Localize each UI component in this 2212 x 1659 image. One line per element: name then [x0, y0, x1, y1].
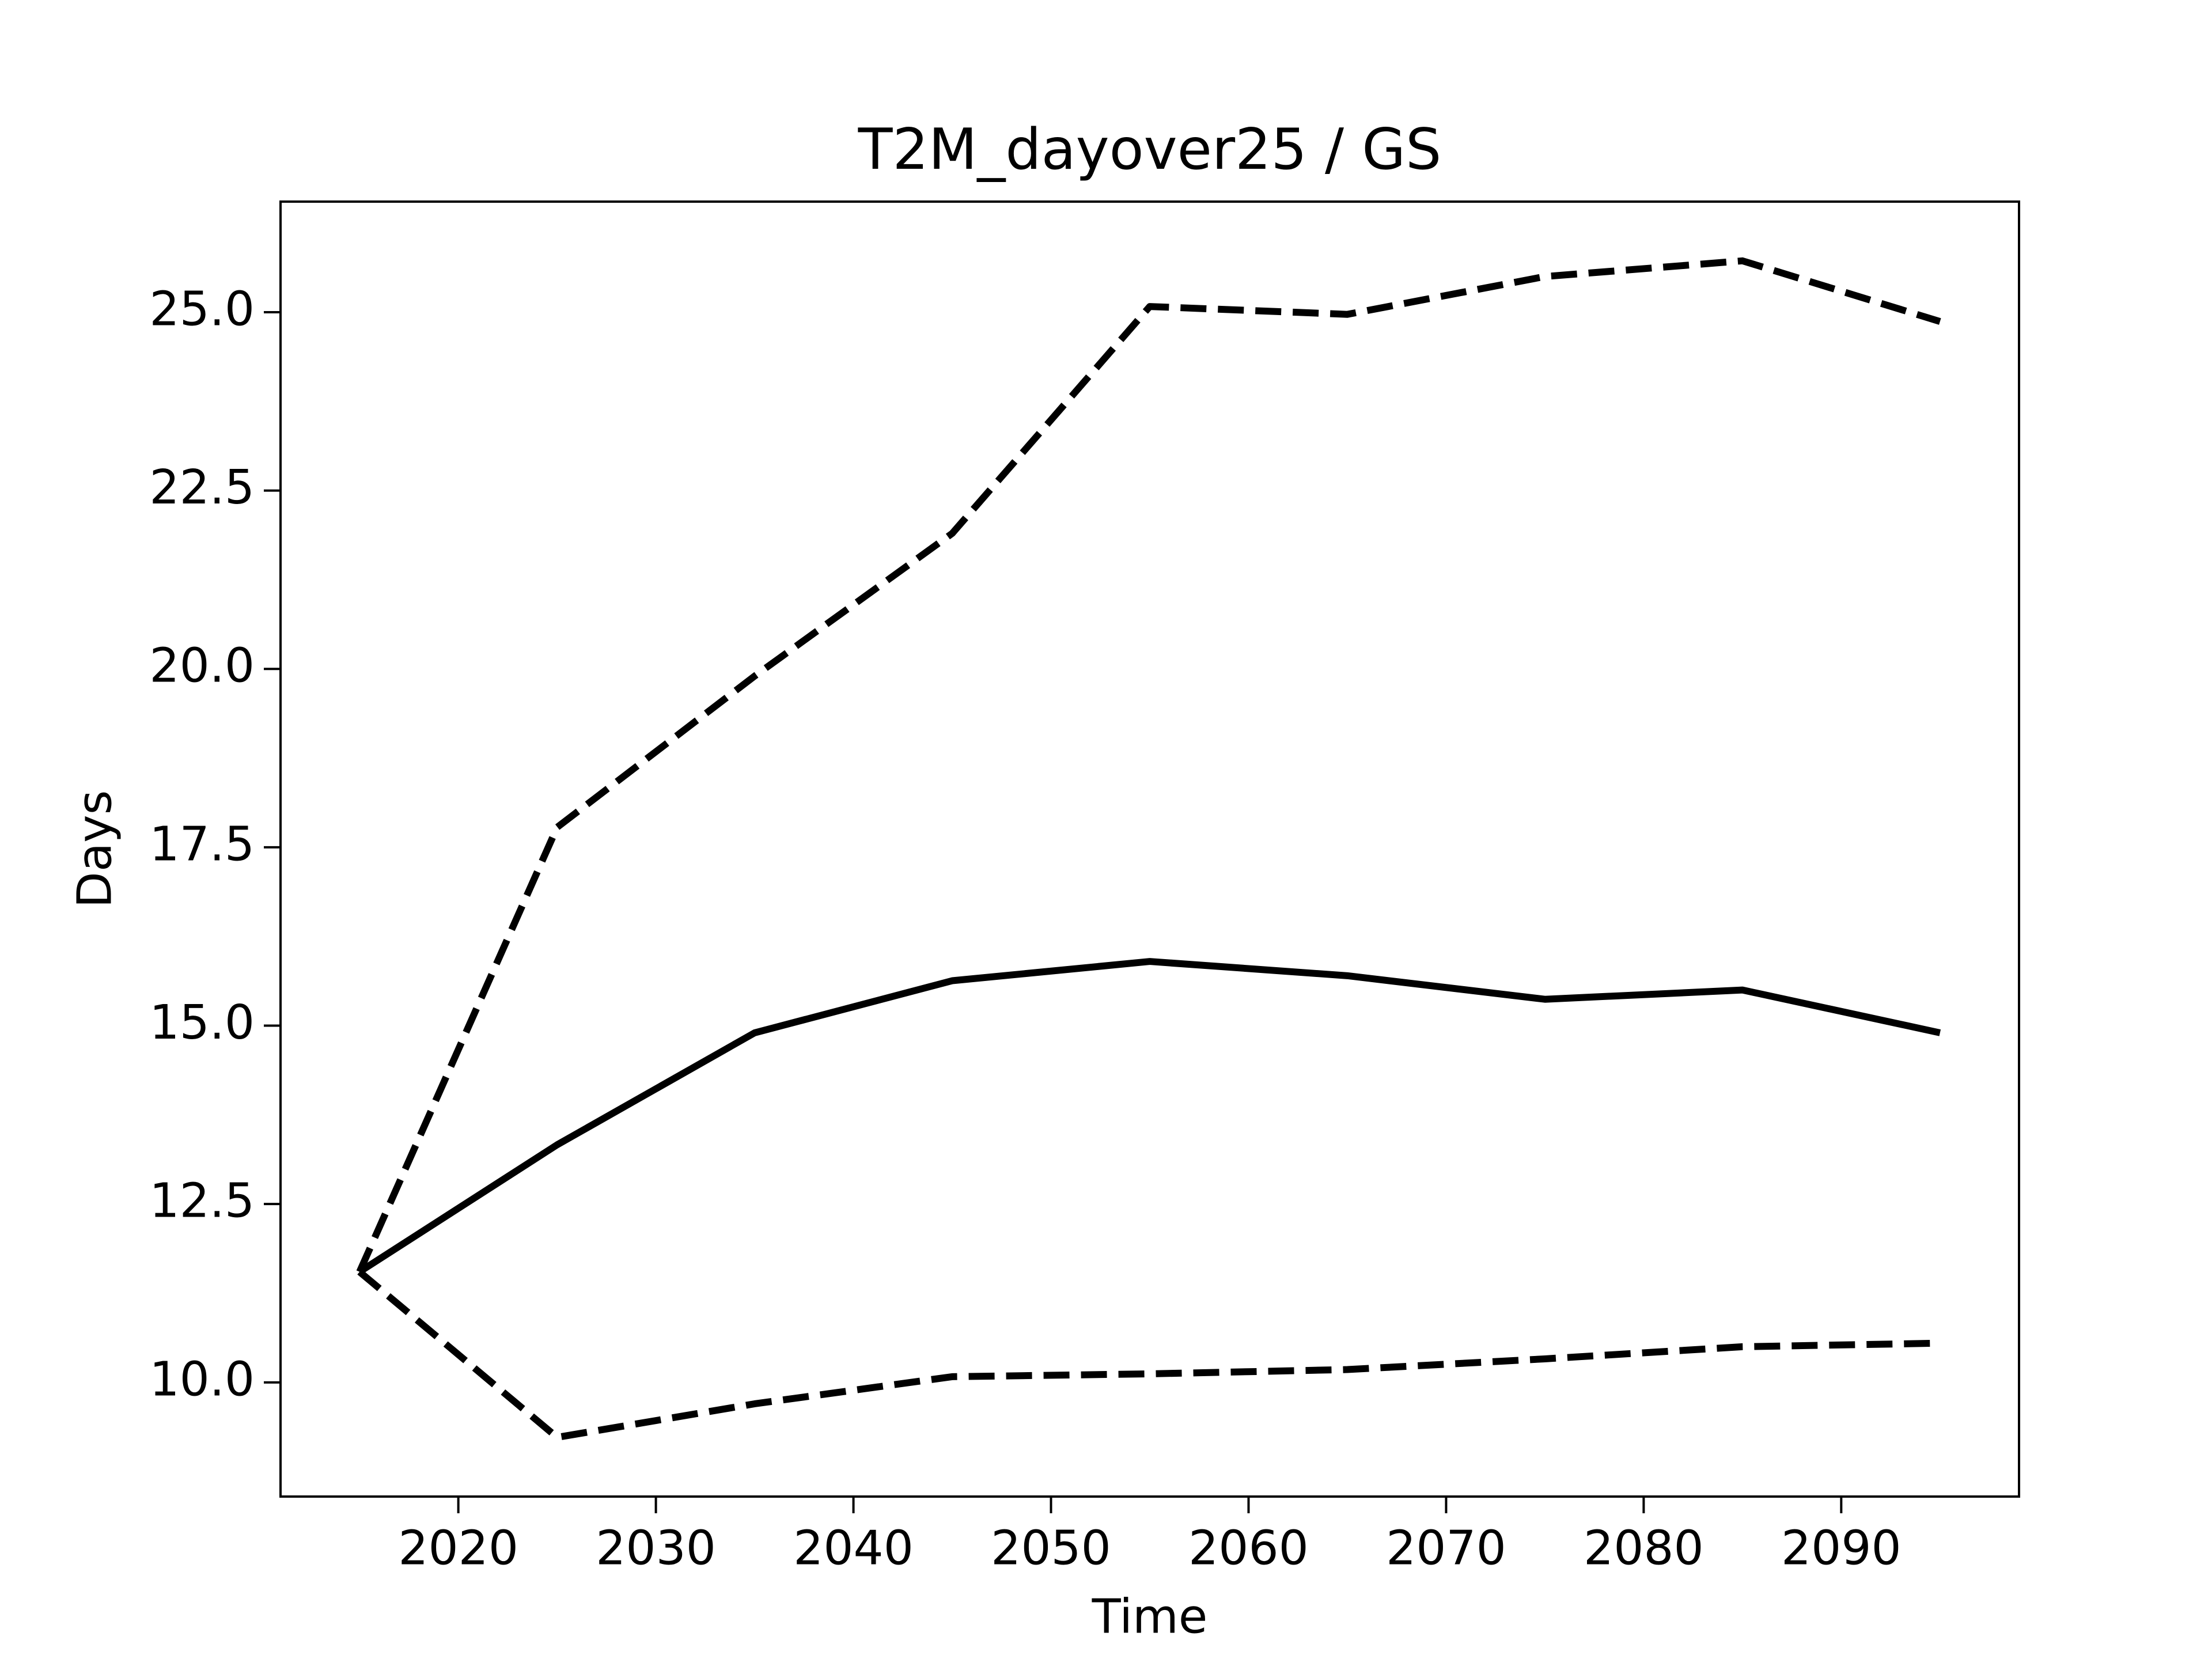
series-line [357, 958, 1941, 1275]
x-tick-label: 2090 [1781, 1521, 1902, 1575]
y-tick-label: 15.0 [149, 995, 255, 1050]
x-tick-label: 2050 [991, 1521, 1111, 1575]
y-tick-label: 17.5 [149, 817, 255, 872]
chart-title: T2M_dayover25 / GS [858, 117, 1442, 183]
y-tick-label: 20.0 [149, 639, 255, 694]
y-tick-label: 25.0 [149, 282, 255, 336]
x-tick-label: 2060 [1188, 1521, 1309, 1575]
plot-frame [279, 200, 2020, 1498]
y-tick-label: 10.0 [149, 1352, 255, 1407]
y-axis-label: Days [67, 790, 122, 908]
x-tick-label: 2020 [398, 1521, 518, 1575]
x-tick-label: 2040 [793, 1521, 914, 1575]
y-tick-label: 12.5 [149, 1174, 255, 1229]
series-line [357, 1269, 1940, 1441]
x-tick-label: 2080 [1584, 1521, 1704, 1575]
y-tick-label: 22.5 [149, 460, 255, 515]
x-tick-label: 2030 [596, 1521, 716, 1575]
x-axis-label: Time [1092, 1589, 1208, 1644]
series-line [356, 257, 1941, 1274]
x-tick-label: 2070 [1386, 1521, 1506, 1575]
